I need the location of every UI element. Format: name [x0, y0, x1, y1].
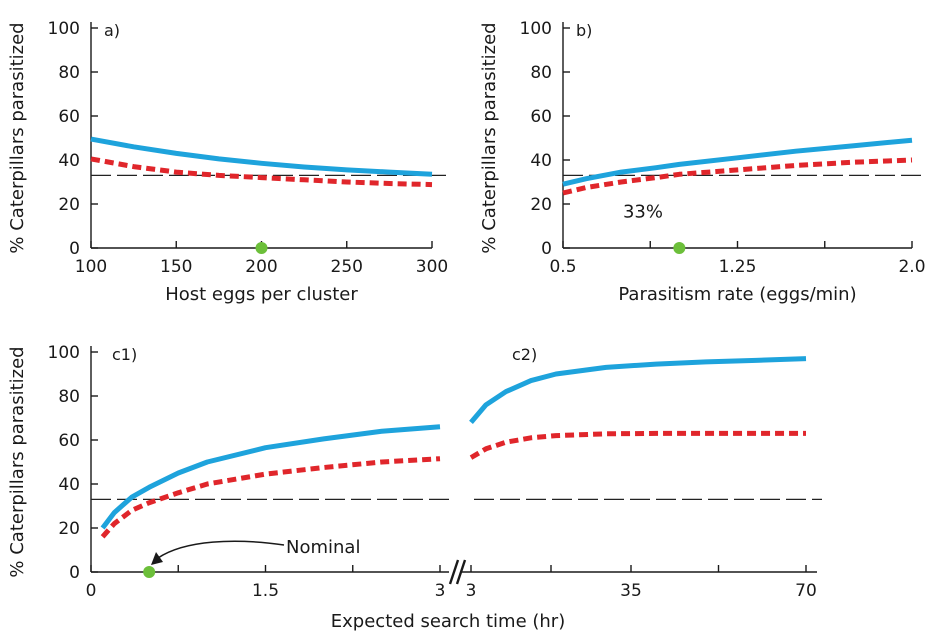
- panel-a-series-red-line: [90, 156, 433, 188]
- panel-c-y-tick-label: 100: [48, 343, 80, 363]
- panel-c-nominal-marker: [143, 566, 156, 578]
- panel-a-x-axis-label: Host eggs per cluster: [165, 284, 358, 305]
- panel-c1-series-blue-line: [100, 424, 441, 530]
- panel-a-series-blue-line: [90, 136, 433, 177]
- panel-c-y-tick-label: 20: [58, 519, 80, 539]
- panel-b-y-tick-label: 0: [541, 239, 552, 259]
- panel-c-y-axis-label: % Caterpillars parasitized: [7, 346, 28, 577]
- panel-a-y-tick-label: 60: [58, 107, 80, 127]
- panel-b-y-tick-label: 100: [520, 19, 552, 39]
- panel-c1-x-tick-label: 0: [86, 581, 97, 601]
- panel-a-x-tick-label: 250: [331, 257, 363, 277]
- panel-a-y-tick-label: 40: [58, 151, 80, 171]
- panel-b-y-axis-label: % Caterpillars parasitized: [479, 22, 500, 253]
- panel-c2-label: c2): [512, 345, 537, 364]
- nominal-arrow-head: [151, 552, 163, 565]
- panel-a-x-tick-label: 100: [75, 257, 107, 277]
- panel-c2-x-tick-label: 35: [620, 581, 642, 601]
- panel-b-x-tick-label: 0.5: [549, 257, 576, 277]
- panel-b-x-tick-label: 1.25: [719, 257, 757, 277]
- panel-a-nominal-marker: [255, 242, 268, 254]
- panel-c-y-tick-label: 0: [69, 563, 80, 583]
- panel-b-x-axis-label: Parasitism rate (eggs/min): [618, 284, 856, 305]
- nominal-arrow-line: [157, 540, 285, 559]
- panel-c-y-tick-label: 60: [58, 431, 80, 451]
- panel-c1-x-tick-label: 3: [435, 581, 446, 601]
- panel-b-reference-label: 33%: [623, 201, 663, 222]
- panel-a-x-tick-label: 300: [416, 257, 448, 277]
- axis-break-mark: [448, 559, 460, 585]
- panel-b-y-tick-label: 80: [530, 63, 552, 83]
- panel-c2-x-tick-label: 70: [795, 581, 817, 601]
- panel-b-series-blue-line: [562, 137, 913, 187]
- panel-c2-x-tick-label: 3: [466, 581, 477, 601]
- panel-a-y-axis-label: % Caterpillars parasitized: [7, 22, 28, 253]
- nominal-annotation: Nominal: [286, 537, 360, 558]
- panel-c-x-axis-label: Expected search time (hr): [331, 611, 565, 632]
- panel-b-y-tick-label: 60: [530, 107, 552, 127]
- panel-a-y-tick-label: 20: [58, 195, 80, 215]
- panel-a-y-tick-label: 0: [69, 239, 80, 259]
- panel-a-y-tick-label: 80: [58, 63, 80, 83]
- panel-b-y-tick-label: 40: [530, 151, 552, 171]
- panel-c1-x-tick-label: 1.5: [252, 581, 279, 601]
- panel-c2-series-red-line: [469, 430, 806, 460]
- panel-a-x-tick-label: 200: [245, 257, 277, 277]
- panel-b-x-tick-label: 2.0: [898, 257, 925, 277]
- panel-c-y-tick-label: 80: [58, 387, 80, 407]
- panel-a-x-tick-label: 150: [160, 257, 192, 277]
- panel-c-y-tick-label: 40: [58, 475, 80, 495]
- panel-c2-series-blue-line: [469, 356, 807, 425]
- panel-c1-series-red-line: [100, 456, 441, 539]
- axis-break-mark: [455, 559, 467, 585]
- panel-a-y-tick-label: 100: [48, 19, 80, 39]
- panel-c1-label: c1): [112, 345, 137, 364]
- panel-a-label: a): [104, 21, 120, 40]
- panel-b-nominal-marker: [673, 242, 686, 254]
- panel-b-series-red-line: [562, 157, 913, 196]
- panel-b-y-tick-label: 20: [530, 195, 552, 215]
- panel-b-label: b): [576, 21, 592, 40]
